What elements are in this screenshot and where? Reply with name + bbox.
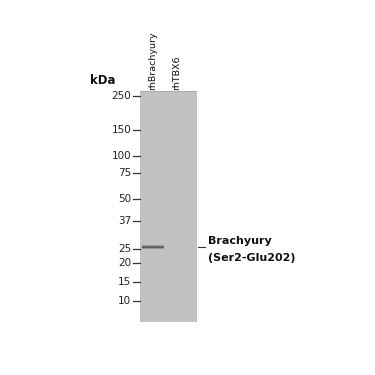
Text: 75: 75 bbox=[118, 168, 131, 178]
Text: 10: 10 bbox=[118, 296, 131, 306]
Text: (Ser2-Glu202): (Ser2-Glu202) bbox=[208, 254, 296, 264]
Text: Brachyury: Brachyury bbox=[208, 236, 272, 246]
Text: 20: 20 bbox=[118, 258, 131, 268]
Text: 250: 250 bbox=[111, 90, 131, 101]
Text: 50: 50 bbox=[118, 195, 131, 204]
Bar bbox=[140, 91, 196, 92]
Text: 37: 37 bbox=[118, 216, 131, 226]
Text: 150: 150 bbox=[111, 125, 131, 135]
Text: 100: 100 bbox=[111, 151, 131, 161]
Text: 15: 15 bbox=[118, 277, 131, 287]
Text: kDa: kDa bbox=[90, 74, 115, 87]
Text: 25: 25 bbox=[118, 244, 131, 254]
Text: rhBrachyury: rhBrachyury bbox=[148, 31, 158, 90]
Bar bbox=[140, 91, 196, 322]
Text: rhTBX6: rhTBX6 bbox=[172, 55, 181, 90]
